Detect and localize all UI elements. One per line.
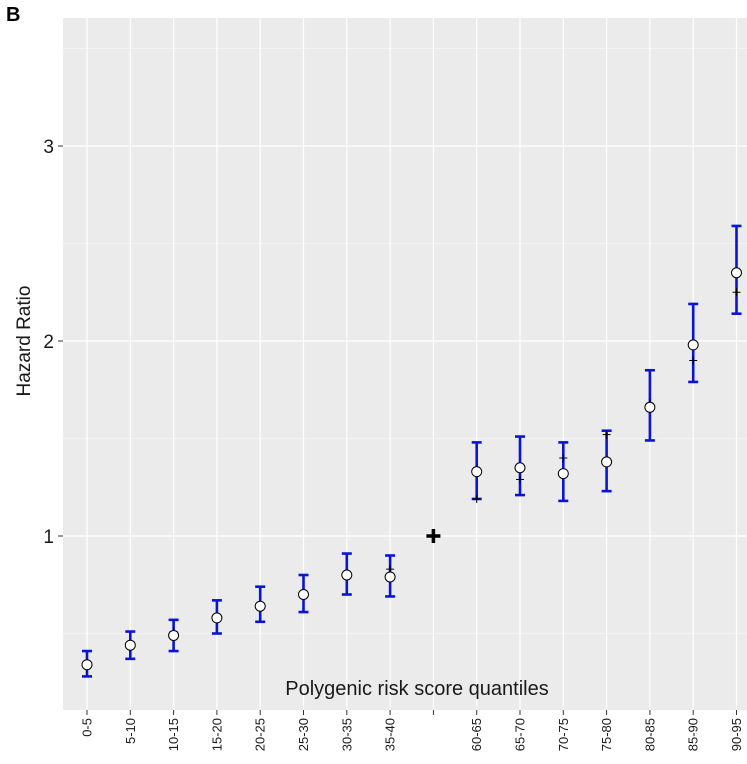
x-axis: 0-5 5-10 10-15 15-20 20-25 25-30 30-35 35-40 60-…	[80, 710, 744, 751]
x-tick-label: 75-80	[599, 718, 614, 751]
data-point-group	[298, 573, 309, 614]
data-point-group	[557, 441, 569, 503]
x-tick-label: 20-25	[253, 718, 268, 751]
data-point	[254, 600, 266, 612]
data-point	[341, 569, 353, 581]
data-point-group	[384, 554, 396, 598]
data-point-group	[471, 441, 483, 503]
data-point-group	[124, 630, 136, 661]
y-axis: 1 2 3	[43, 137, 63, 548]
y-tick-label: 2	[43, 332, 54, 353]
panel-label: B	[6, 4, 21, 26]
data-point-group	[211, 599, 223, 635]
data-point	[81, 659, 93, 671]
data-point-group	[341, 552, 353, 596]
data-point	[644, 401, 656, 413]
data-point-group	[644, 368, 656, 442]
reference-plus-marker	[426, 529, 441, 543]
y-axis-label: Hazard Ratio	[14, 286, 35, 397]
data-point	[124, 639, 136, 651]
x-tick-label: 90-95	[729, 718, 744, 751]
x-axis-label: Polygenic risk score quantiles	[285, 678, 548, 700]
data-point-group	[687, 302, 699, 384]
data-point	[557, 468, 569, 480]
data-point	[298, 589, 309, 600]
x-tick-label: 5-10	[123, 718, 138, 744]
x-tick-label: 15-20	[209, 718, 224, 751]
data-point-group	[81, 649, 93, 678]
data-marks	[81, 224, 742, 678]
x-tick-label: 60-65	[469, 718, 484, 751]
x-tick-label: 65-70	[513, 718, 528, 751]
plot-panel	[63, 18, 747, 710]
data-point	[687, 339, 699, 351]
data-point	[514, 462, 526, 474]
data-point-group	[254, 585, 266, 624]
data-point	[211, 612, 223, 624]
x-tick-label: 0-5	[80, 718, 95, 737]
data-point-group	[731, 224, 742, 316]
x-tick-label: 85-90	[686, 718, 701, 751]
data-point-group	[601, 429, 613, 493]
x-tick-label: 30-35	[339, 718, 354, 751]
data-point	[731, 267, 742, 279]
data-point-group	[168, 618, 180, 653]
data-point	[384, 571, 396, 583]
y-tick-label: 1	[43, 527, 54, 548]
data-point	[471, 466, 483, 478]
x-tick-label: 80-85	[642, 718, 657, 751]
y-tick-label: 3	[43, 137, 54, 158]
data-point	[168, 629, 180, 641]
x-tick-label: 70-75	[556, 718, 571, 751]
data-point	[601, 456, 613, 468]
data-point-group	[514, 435, 526, 497]
x-tick-label: 35-40	[383, 718, 398, 751]
x-tick-label: 10-15	[166, 718, 181, 751]
x-tick-label: 25-30	[296, 718, 311, 751]
